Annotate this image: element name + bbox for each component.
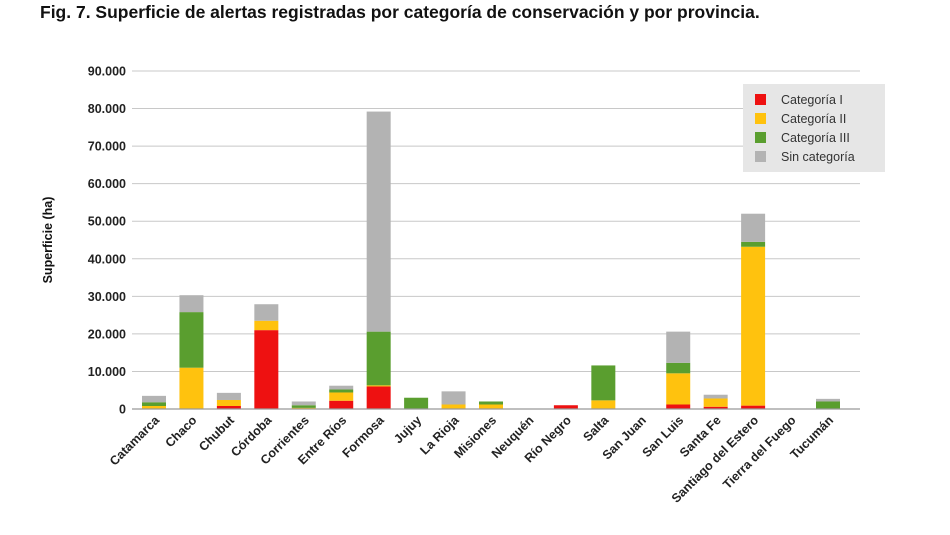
bar-segment <box>291 405 316 408</box>
bar-segment <box>216 405 241 409</box>
bar-segment <box>142 405 166 409</box>
bar-segment <box>179 295 204 313</box>
bar-segment <box>666 362 691 374</box>
legend-swatch <box>755 113 766 124</box>
bar-segment <box>254 304 279 321</box>
legend-swatch <box>755 94 766 105</box>
x-axis-category-labels: Catamarca ChacoChubutCórdobaCorrientesEnt… <box>107 412 836 505</box>
x-category-label: Chaco <box>163 413 200 450</box>
bar-segment <box>741 246 766 406</box>
bar-segment <box>179 312 204 368</box>
y-tick-label: 50.000 <box>88 215 126 229</box>
bar-segment <box>254 330 279 409</box>
bar-segment <box>329 389 354 393</box>
bars <box>142 111 840 409</box>
bar-segment <box>216 392 241 400</box>
bar-segment <box>404 397 429 409</box>
bar-segment <box>366 111 391 332</box>
legend-entry: Categoría II <box>781 112 846 126</box>
legend-entry: Categoría I <box>781 93 843 107</box>
bar-segment <box>179 367 204 409</box>
bar-segment <box>741 241 766 247</box>
legend-swatch <box>755 132 766 143</box>
figure-title: Fig. 7. Superficie de alertas registrada… <box>40 2 760 22</box>
bar-segment <box>479 404 503 409</box>
bar-segment <box>291 401 316 406</box>
bar-segment <box>591 400 616 409</box>
bar-segment <box>666 404 691 409</box>
bar-segment <box>666 331 691 363</box>
y-tick-label: 10.000 <box>88 365 126 379</box>
bar-segment <box>703 406 728 409</box>
legend: Categoría I Categoría II Categoría III Sin … <box>743 84 885 172</box>
y-axis-label: Superficie (ha) <box>41 197 55 284</box>
bar-segment <box>142 402 166 406</box>
bar-segment <box>366 386 391 409</box>
y-tick-label: 30.000 <box>88 290 126 304</box>
bar-segment <box>329 385 354 390</box>
bar-segment <box>591 365 616 401</box>
bar-segment <box>441 404 466 409</box>
x-category-label: Formosa <box>340 412 388 460</box>
bar-segment <box>703 398 728 407</box>
bar-segment <box>254 320 279 331</box>
x-category-label: Salta <box>580 412 612 444</box>
y-tick-label: 0 <box>119 403 126 417</box>
x-category-label: Catamarca <box>107 412 163 468</box>
bar-segment <box>703 394 728 399</box>
legend-entry: Categoría III <box>781 131 850 145</box>
bar-segment <box>366 385 391 387</box>
bar-segment <box>816 401 840 409</box>
bar-segment <box>216 399 241 406</box>
bar-segment <box>666 373 691 405</box>
legend-entry: Sin categoría <box>781 150 855 164</box>
bar-segment <box>741 405 766 409</box>
grid-lines <box>132 70 860 372</box>
y-tick-label: 80.000 <box>88 102 126 116</box>
bar-segment <box>816 398 840 402</box>
y-tick-label: 90.000 <box>88 65 126 79</box>
bar-segment <box>441 391 466 405</box>
bar-segment <box>329 400 354 409</box>
y-tick-label: 60.000 <box>88 177 126 191</box>
y-axis-tick-labels: 0 10.000 20.000 30.000 40.000 50.000 60.000 70.… <box>88 65 126 417</box>
bar-segment <box>366 331 391 386</box>
bar-segment <box>142 395 166 403</box>
bar-segment <box>479 401 503 405</box>
bar-segment <box>553 405 578 409</box>
y-tick-label: 20.000 <box>88 327 126 341</box>
y-tick-label: 40.000 <box>88 252 126 266</box>
legend-background <box>743 84 885 172</box>
y-tick-label: 70.000 <box>88 140 126 154</box>
bar-segment <box>329 392 354 401</box>
bar-segment <box>741 213 766 242</box>
x-category-label: Jujuy <box>391 413 424 446</box>
legend-swatch <box>755 151 766 162</box>
